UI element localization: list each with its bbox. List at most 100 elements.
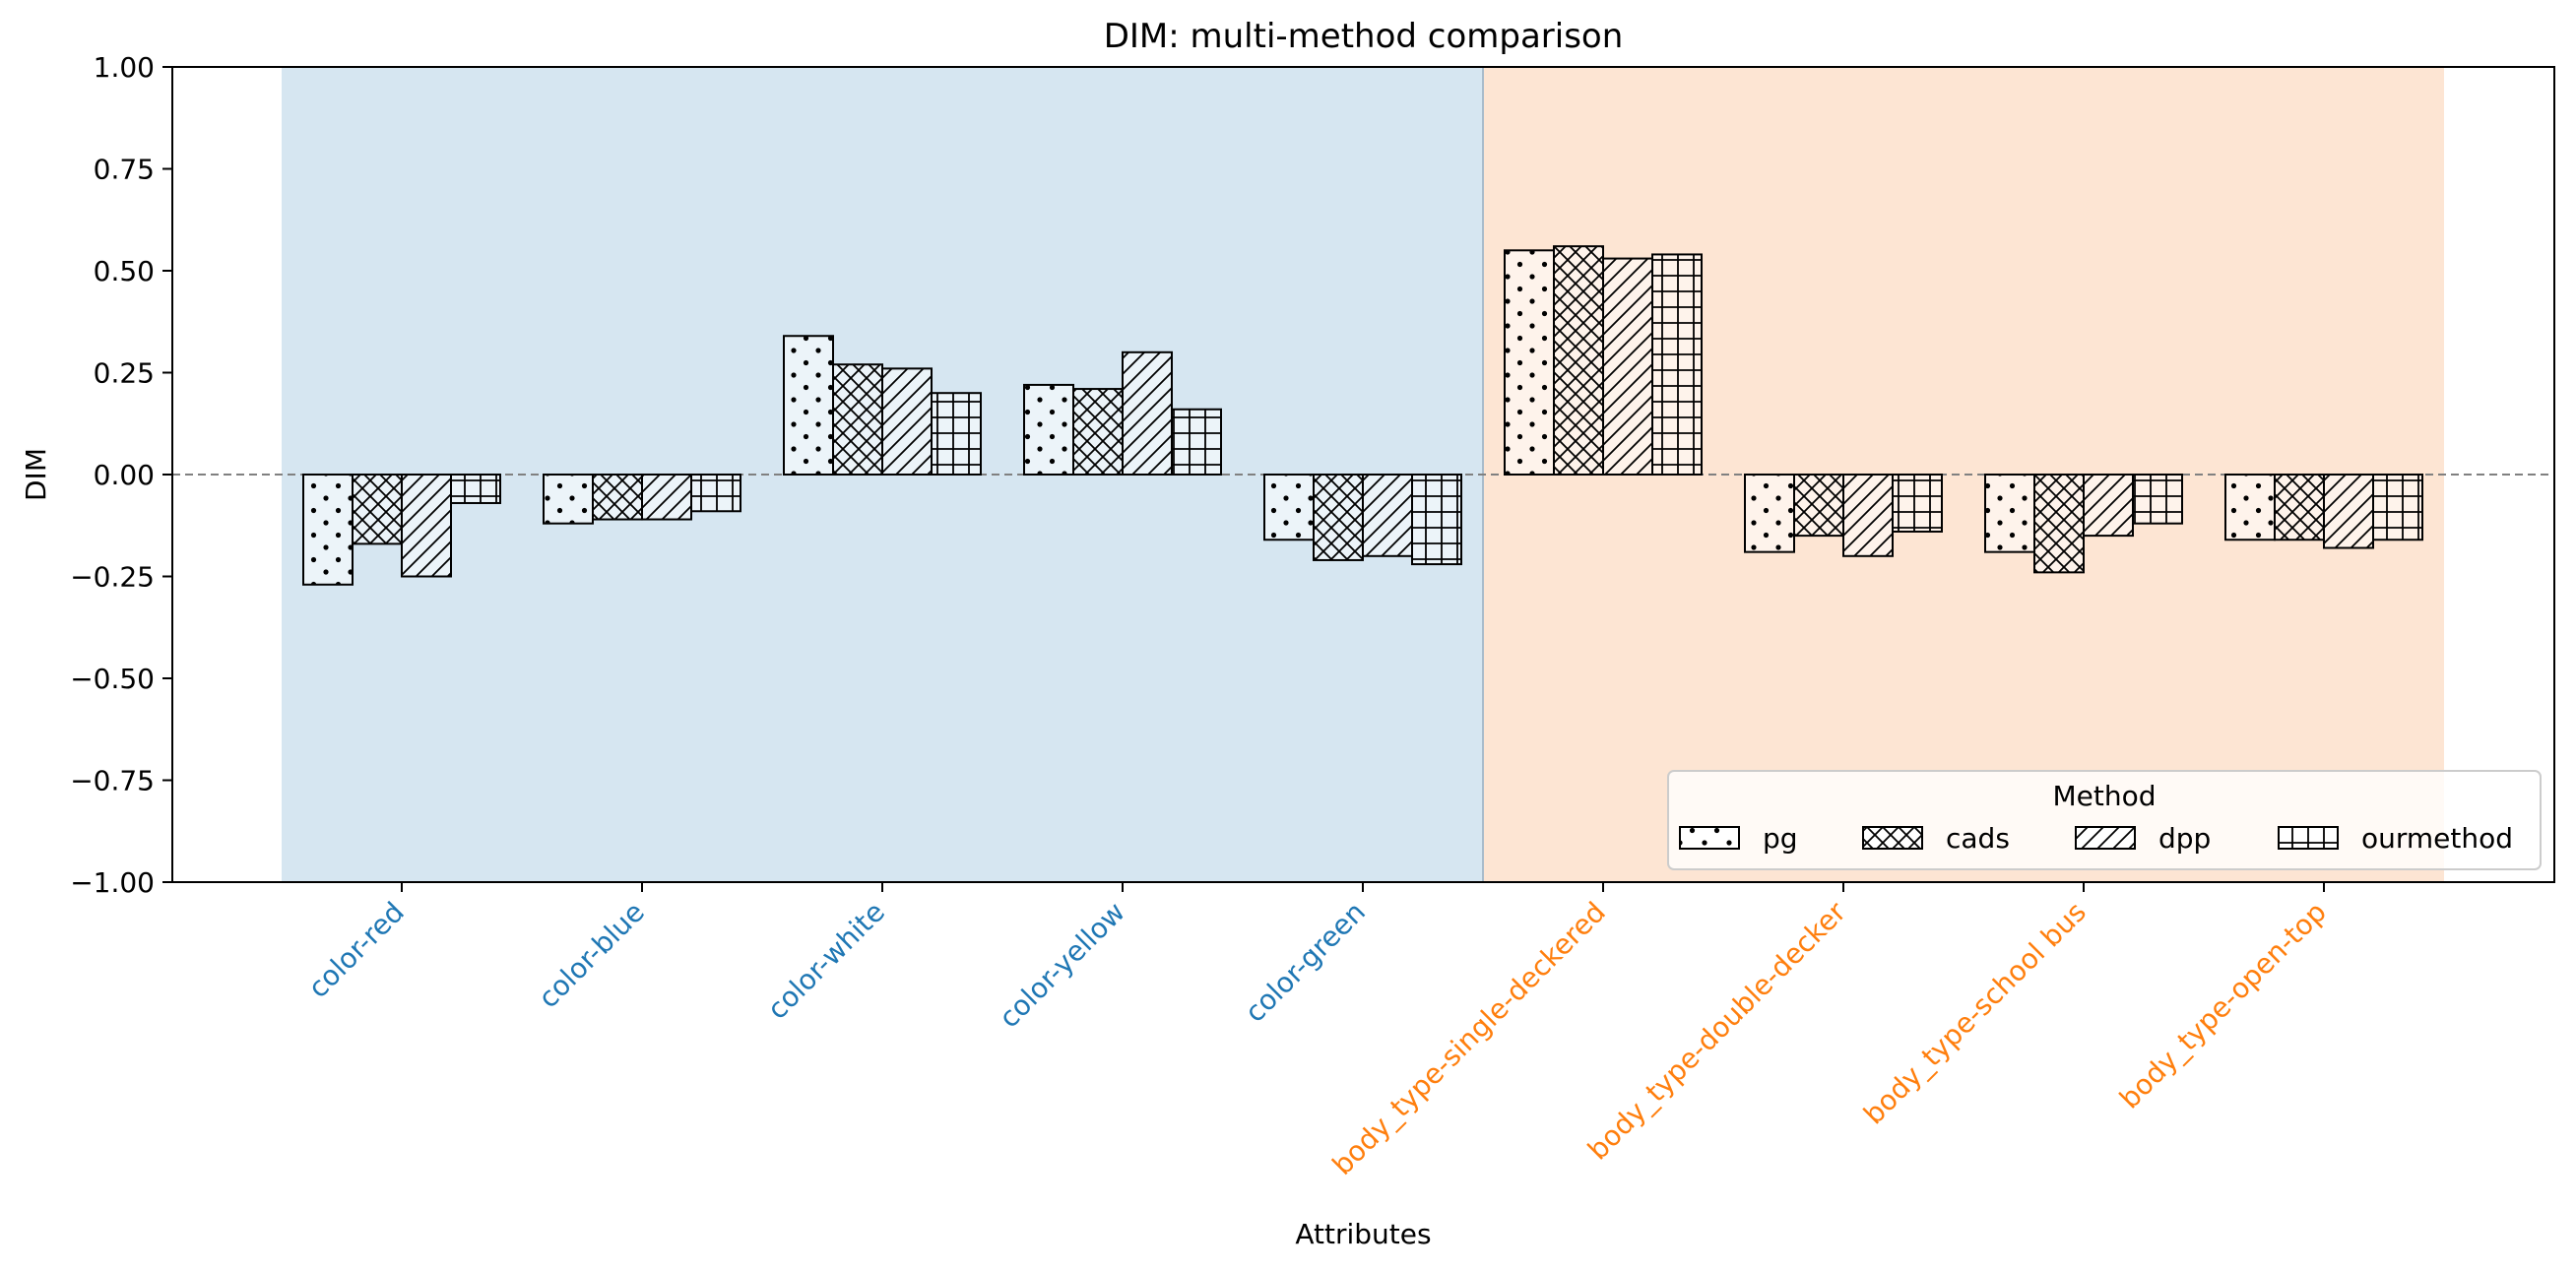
bar-cads-body-type-double-decker <box>1793 474 1844 538</box>
bar-pg-body-type-open-top <box>2224 474 2276 541</box>
legend-item-dpp: dpp <box>2075 822 2211 855</box>
bar-pg-body-type-single-deckered <box>1504 249 1555 476</box>
bar-cads-body-type-open-top-hatch <box>2274 474 2325 541</box>
legend-title: Method <box>2052 780 2156 812</box>
y-tick-label: 0.25 <box>94 357 155 390</box>
legend-item-pg: pg <box>1679 822 1798 855</box>
bar-pg-color-green-hatch <box>1263 474 1315 541</box>
x-tick-label: color-white <box>761 896 891 1026</box>
bar-cads-color-green <box>1313 474 1364 561</box>
bar-dpp-color-white <box>881 367 933 476</box>
x-tick-label: color-green <box>1239 896 1372 1029</box>
bar-dpp-body-type-double-decker <box>1842 474 1894 557</box>
y-tick-label: −0.25 <box>70 561 155 594</box>
bar-pg-body-type-single-deckered-hatch <box>1504 249 1555 476</box>
bar-cads-color-blue <box>592 474 643 521</box>
bar-cads-color-yellow-hatch <box>1072 388 1124 476</box>
bar-cads-body-type-open-top <box>2274 474 2325 541</box>
bar-ourmethod-body-type-school-bus-hatch <box>2132 474 2183 525</box>
bar-ourmethod-body-type-double-decker-hatch <box>1892 474 1943 533</box>
legend-label-dpp: dpp <box>2158 822 2211 855</box>
bar-dpp-color-green <box>1362 474 1413 557</box>
y-tick-label: −1.00 <box>70 866 155 899</box>
legend-swatch-ourmethod <box>2278 826 2339 850</box>
legend: Method pg cads dpp ourmethod <box>1667 770 2542 870</box>
bar-pg-color-white-hatch <box>783 335 834 476</box>
legend-swatch-cads <box>1862 826 1923 850</box>
legend-label-ourmethod: ourmethod <box>2361 822 2513 855</box>
bar-pg-color-blue-hatch <box>543 474 594 525</box>
bar-pg-body-type-open-top-hatch <box>2224 474 2276 541</box>
bar-ourmethod-color-red <box>450 474 501 504</box>
y-tick-label: 0.50 <box>94 255 155 287</box>
bar-ourmethod-color-white-hatch <box>931 392 982 477</box>
bar-pg-color-red-hatch <box>302 474 354 586</box>
bar-cads-color-yellow <box>1072 388 1124 476</box>
x-tick-label: color-yellow <box>993 896 1131 1035</box>
bar-cads-color-red <box>352 474 403 545</box>
legend-swatch-dpp <box>2075 826 2136 850</box>
bar-pg-color-yellow-hatch <box>1023 383 1074 477</box>
bar-ourmethod-color-blue <box>690 474 741 513</box>
bar-ourmethod-body-type-double-decker <box>1892 474 1943 533</box>
bar-cads-body-type-double-decker-hatch <box>1793 474 1844 538</box>
bar-pg-body-type-double-decker <box>1744 474 1795 553</box>
bar-ourmethod-color-green-hatch <box>1411 474 1462 566</box>
bar-ourmethod-body-type-single-deckered <box>1651 253 1703 476</box>
x-tick-label: body_type-double-decker <box>1581 895 1852 1166</box>
x-tick-label: color-blue <box>532 896 651 1015</box>
bar-dpp-color-red <box>401 474 452 578</box>
bar-ourmethod-body-type-open-top <box>2372 474 2423 541</box>
x-axis-title: Attributes <box>1295 1218 1431 1250</box>
y-tick-label: 1.00 <box>94 51 155 84</box>
bar-pg-color-yellow <box>1023 383 1074 477</box>
bar-ourmethod-color-white <box>931 392 982 477</box>
bar-dpp-color-yellow <box>1122 350 1173 476</box>
y-tick-label: 0.75 <box>94 154 155 186</box>
x-axis: color-red color-blue color-white color-yell… <box>302 882 2333 1181</box>
bar-dpp-color-blue-hatch <box>641 474 692 521</box>
bar-cads-body-type-school-bus <box>2033 474 2085 574</box>
bar-cads-color-blue-hatch <box>592 474 643 521</box>
legend-items: pg cads dpp ourmethod <box>1679 822 2513 855</box>
y-tick-label: −0.50 <box>70 663 155 695</box>
bars-layer <box>302 245 2423 586</box>
bar-ourmethod-body-type-single-deckered-hatch <box>1651 253 1703 476</box>
x-tick-label: body_type-school bus <box>1857 896 2093 1131</box>
bar-cads-color-red-hatch <box>352 474 403 545</box>
legend-item-ourmethod: ourmethod <box>2278 822 2513 855</box>
bar-pg-color-red <box>302 474 354 586</box>
bar-ourmethod-color-green <box>1411 474 1462 566</box>
bar-dpp-color-white-hatch <box>881 367 933 476</box>
bar-dpp-color-red-hatch <box>401 474 452 578</box>
bar-dpp-body-type-school-bus <box>2083 474 2134 538</box>
bar-cads-body-type-single-deckered-hatch <box>1553 245 1604 476</box>
bar-dpp-color-yellow-hatch <box>1122 350 1173 476</box>
y-tick-label: −0.75 <box>70 765 155 797</box>
legend-item-cads: cads <box>1862 822 2010 855</box>
bar-dpp-body-type-open-top <box>2323 474 2374 549</box>
x-tick-label: body_type-single-deckered <box>1326 896 1612 1181</box>
chart-title: DIM: multi-method comparison <box>1104 17 1624 56</box>
bar-dpp-color-blue <box>641 474 692 521</box>
bar-dpp-color-green-hatch <box>1362 474 1413 557</box>
bar-cads-color-green-hatch <box>1313 474 1364 561</box>
bar-dpp-body-type-open-top-hatch <box>2323 474 2374 549</box>
bar-ourmethod-color-yellow <box>1171 408 1222 477</box>
legend-label-cads: cads <box>1946 822 2010 855</box>
bar-dpp-body-type-single-deckered-hatch <box>1602 257 1653 476</box>
y-tick-label: 0.00 <box>94 459 155 491</box>
bar-ourmethod-body-type-open-top-hatch <box>2372 474 2423 541</box>
bar-ourmethod-body-type-school-bus <box>2132 474 2183 525</box>
bar-cads-body-type-single-deckered <box>1553 245 1604 476</box>
bar-cads-color-white-hatch <box>832 363 883 476</box>
bar-pg-body-type-school-bus <box>1984 474 2035 553</box>
bar-dpp-body-type-double-decker-hatch <box>1842 474 1894 557</box>
legend-swatch-pg <box>1679 826 1740 850</box>
bar-cads-body-type-school-bus-hatch <box>2033 474 2085 574</box>
x-tick-label: color-red <box>302 896 411 1004</box>
bar-ourmethod-color-yellow-hatch <box>1171 408 1222 477</box>
bar-dpp-body-type-school-bus-hatch <box>2083 474 2134 538</box>
bar-ourmethod-color-red-hatch <box>450 474 501 504</box>
